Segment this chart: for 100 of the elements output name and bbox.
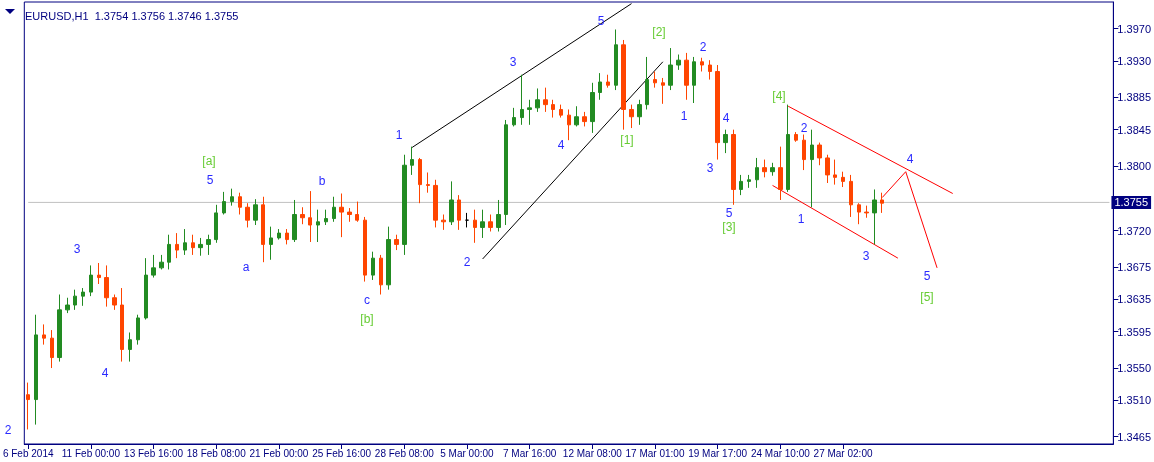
candlestick [676, 54, 681, 71]
y-tick-label: 1.3800 [1117, 160, 1152, 173]
x-tick-label: 19 Mar 17:00 [688, 447, 748, 459]
annotation: c [364, 293, 370, 307]
candlestick [810, 129, 814, 208]
candlestick [386, 226, 391, 291]
candlestick [104, 264, 109, 308]
y-tick-label: 1.3885 [1117, 91, 1152, 104]
candlestick [136, 314, 140, 346]
candlestick [355, 201, 359, 223]
x-tick-label: 25 Feb 16:00 [312, 447, 372, 459]
candlestick [167, 234, 171, 270]
candlestick [668, 47, 673, 91]
candlestick [81, 287, 85, 307]
candlestick [214, 204, 218, 244]
y-tick-label: 1.3550 [1117, 362, 1152, 375]
candlestick [700, 57, 704, 72]
annotation: [4] [772, 89, 786, 103]
candlestick [292, 199, 297, 243]
x-tick-label: 12 Mar 08:00 [562, 447, 623, 459]
candlestick [316, 209, 320, 243]
candlestick [73, 289, 77, 311]
candlestick [394, 234, 399, 251]
candlestick [841, 171, 845, 188]
candlestick [661, 77, 665, 105]
candlestick [277, 228, 281, 241]
y-tick-label: 1.3465 [1117, 430, 1152, 443]
candlestick [269, 226, 273, 261]
text: 2 [4, 423, 12, 437]
candlestick [621, 39, 626, 131]
x-tick-label: 5 Mar 00:00 [440, 447, 495, 459]
candlestick [449, 180, 454, 226]
candlestick [715, 64, 720, 161]
candlestick [747, 174, 751, 189]
candlestick [684, 52, 689, 101]
candlestick [645, 56, 649, 110]
annotation: a [242, 260, 250, 274]
candlestick [504, 119, 508, 226]
candlestick [582, 111, 587, 127]
candlestick [598, 72, 602, 101]
candlestick [128, 331, 132, 363]
candlestick [65, 297, 70, 314]
candlestick [222, 191, 226, 216]
candlestick [857, 202, 861, 225]
x-tick-label: 6 Feb 2014 [2, 447, 54, 459]
candlestick [300, 206, 305, 225]
candlestick [339, 193, 344, 238]
candlestick [206, 234, 211, 256]
candlestick [739, 174, 743, 196]
candlestick [551, 99, 555, 119]
candlestick [606, 74, 610, 89]
candlestick [653, 70, 657, 89]
candlestick [770, 162, 775, 177]
y-tick-label: 1.3675 [1117, 261, 1152, 274]
candlestick [559, 104, 563, 119]
candlestick [527, 99, 532, 126]
candlestick [880, 192, 884, 214]
candlestick [825, 154, 830, 184]
candlestick [543, 87, 548, 113]
annotation: 2 [463, 255, 471, 269]
candlestick [755, 157, 759, 189]
x-tick-label: 13 Feb 16:00 [124, 447, 184, 459]
annotation: [3] [722, 220, 736, 234]
candlestick [34, 314, 38, 426]
ref-line-label: 1.3755 [1114, 196, 1149, 209]
y-tick-label: 1.3970 [1117, 22, 1152, 35]
candlestick [817, 142, 822, 166]
annotation: 1 [680, 109, 688, 123]
annotation: 3 [73, 242, 81, 256]
candlestick [872, 188, 877, 245]
annotation: 3 [706, 161, 714, 175]
candlestick [786, 104, 790, 193]
candlestick [308, 190, 312, 243]
candlestick [864, 205, 869, 219]
candlestick [723, 129, 728, 154]
candlestick [261, 196, 265, 263]
annotation: [5] [920, 290, 934, 304]
candlestick [496, 199, 501, 232]
candlestick [629, 104, 634, 129]
candlestick [441, 214, 446, 231]
y-tick-label: 1.3930 [1117, 54, 1152, 67]
annotation: 2 [800, 121, 808, 135]
annotation: 1 [797, 212, 805, 226]
candlestick [731, 129, 736, 206]
candlestick [159, 254, 164, 270]
candlestick [112, 294, 117, 311]
candlestick [433, 179, 438, 228]
annotation: 4 [557, 138, 565, 152]
candlestick [245, 202, 250, 228]
annotation: b [318, 174, 326, 188]
annotation: 3 [509, 55, 517, 69]
y-tick-label: 1.3635 [1117, 293, 1152, 306]
candlestick [692, 56, 696, 104]
candlestick [512, 107, 516, 127]
candlestick [778, 146, 783, 201]
annotation: 5 [923, 269, 931, 283]
candlestick [253, 198, 258, 226]
candlestick [379, 254, 383, 296]
x-tick-label: 21 Feb 00:00 [249, 447, 309, 459]
annotation: 2 [699, 40, 707, 54]
